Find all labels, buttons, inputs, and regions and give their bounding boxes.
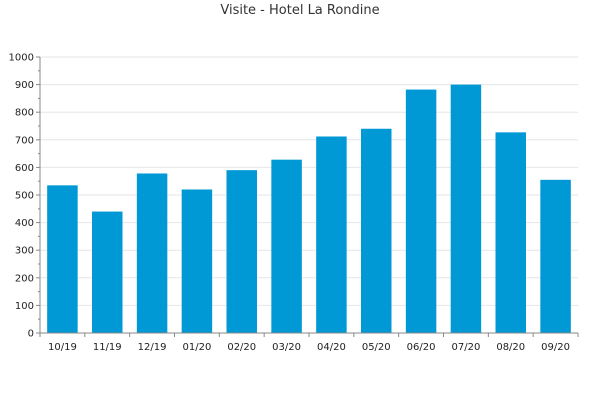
- x-axis-ticks: 10/19 11/19 12/19 01/20 02/20 03/20 04/20 05/20…: [39, 333, 579, 353]
- x-tick-label: 09/20: [541, 342, 570, 353]
- bar-10-19: [47, 185, 78, 333]
- y-axis-ticks: 0 100 200 300 400 500 600 700 800 900 1000: [9, 53, 40, 340]
- y-tick-label: 700: [15, 135, 34, 146]
- y-tick-label: 300: [15, 246, 34, 257]
- x-tick-label: 08/20: [496, 342, 525, 353]
- bar-02-20: [226, 170, 257, 333]
- x-tick-label: 06/20: [407, 342, 436, 353]
- x-tick-label: 12/19: [138, 342, 167, 353]
- y-tick-label: 0: [28, 329, 34, 340]
- y-tick-label: 400: [15, 218, 34, 229]
- y-tick-label: 600: [15, 163, 34, 174]
- y-tick-label: 1000: [9, 53, 34, 64]
- y-tick-label: 800: [15, 108, 34, 119]
- bars: [47, 84, 571, 334]
- x-tick-label: 03/20: [272, 342, 301, 353]
- y-tick-label: 100: [15, 301, 34, 312]
- gridlines: [40, 56, 578, 306]
- bar-03-20: [271, 159, 302, 333]
- x-tick-label: 10/19: [48, 342, 77, 353]
- y-tick-label: 900: [15, 80, 34, 91]
- bar-06-20: [405, 89, 437, 334]
- bar-09-20: [540, 179, 571, 333]
- x-tick-label: 11/19: [93, 342, 122, 353]
- x-tick-label: 02/20: [227, 342, 256, 353]
- chart-title: Visite - Hotel La Rondine: [220, 3, 380, 18]
- bar-08-20: [495, 132, 526, 333]
- bar-04-20: [316, 136, 347, 333]
- bar-05-20: [361, 128, 392, 333]
- bar-11-19: [92, 211, 123, 333]
- bar-01-20: [181, 189, 213, 333]
- y-tick-label: 200: [15, 273, 34, 284]
- bar-12-19: [136, 173, 168, 333]
- x-tick-label: 05/20: [362, 342, 391, 353]
- x-tick-label: 07/20: [452, 342, 481, 353]
- x-tick-label: 01/20: [183, 342, 212, 353]
- x-tick-label: 04/20: [317, 342, 346, 353]
- y-tick-label: 500: [15, 191, 34, 202]
- bar-07-20: [450, 84, 482, 333]
